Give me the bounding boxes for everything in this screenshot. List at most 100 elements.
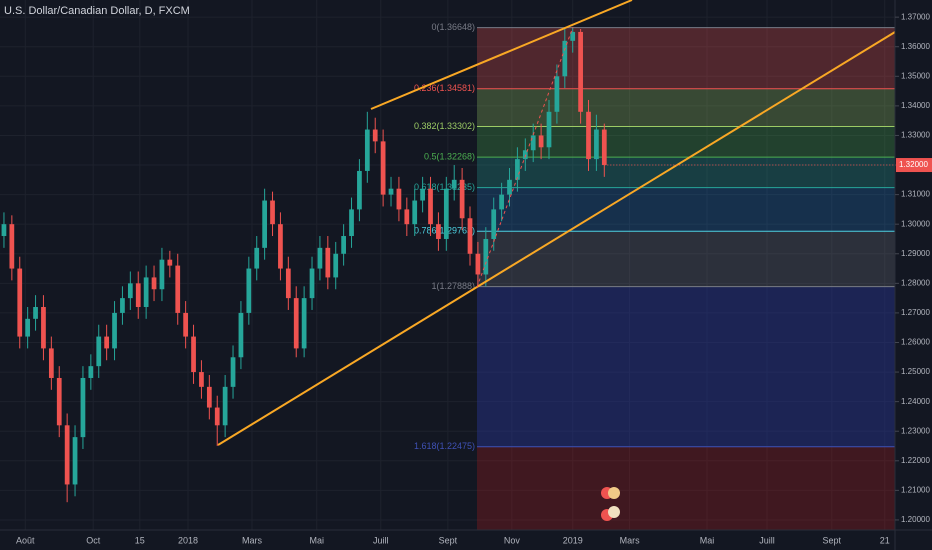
time-axis [0, 530, 895, 550]
candle-body [64, 425, 70, 485]
candle-body [459, 179, 465, 219]
candle-body [309, 268, 315, 299]
candle-body [467, 218, 473, 254]
candle-body [151, 277, 157, 290]
candle-body [546, 111, 552, 148]
candle-body [183, 312, 189, 337]
candle-body [380, 141, 386, 195]
candle-body [364, 129, 370, 171]
y-tick-label: 1.33000 [901, 131, 930, 140]
x-tick-label: 2019 [563, 535, 583, 545]
y-tick-label: 1.36000 [901, 42, 930, 51]
candle-body [538, 135, 544, 148]
candle-body [483, 238, 489, 275]
candle-body [396, 188, 402, 210]
event-icon [608, 487, 620, 499]
candle-body [412, 200, 418, 225]
candle-body [428, 188, 433, 225]
candle-body [270, 200, 275, 225]
x-tick-label: Juill [373, 535, 389, 545]
candle-body [254, 247, 260, 269]
candle-body [499, 194, 504, 210]
chart-title: U.S. Dollar/Canadian Dollar, D, FXCM [4, 5, 190, 17]
x-tick-label: Sept [439, 535, 458, 545]
x-tick-label: 21 [880, 535, 890, 545]
candle-body [199, 372, 204, 387]
fib-zone [477, 231, 895, 287]
candle-body [357, 170, 362, 210]
x-tick-label: Mai [700, 535, 715, 545]
candle-body [554, 76, 560, 112]
candle-body [530, 135, 536, 151]
candle-body [285, 268, 291, 299]
fib-label: 1.618(1.22475) [414, 441, 475, 451]
candle-body [601, 129, 607, 166]
fib-zone [477, 286, 895, 447]
candle-body [191, 336, 196, 373]
y-tick-label: 1.30000 [901, 219, 930, 228]
candle-body [1, 224, 7, 237]
candle-body [443, 188, 449, 239]
candle-body [72, 437, 78, 485]
event-icon [608, 506, 620, 518]
fib-label: 0.236(1.34581) [414, 83, 475, 93]
candle-body [420, 188, 425, 201]
y-tick-label: 1.29000 [901, 249, 930, 258]
candle-body [317, 247, 323, 269]
x-tick-label: Mars [242, 535, 262, 545]
y-tick-label: 1.21000 [901, 485, 930, 494]
fib-zone [477, 88, 895, 127]
x-tick-label: Oct [86, 535, 101, 545]
x-tick-label: Nov [504, 535, 521, 545]
candle-body [206, 386, 212, 408]
candle-body [388, 188, 394, 195]
y-tick-label: 1.27000 [901, 308, 930, 317]
candle-body [562, 40, 568, 77]
x-tick-label: 15 [135, 535, 145, 545]
candle-body [25, 318, 31, 337]
y-tick-label: 1.23000 [901, 426, 930, 435]
fib-label: 0.618(1.31235) [414, 182, 475, 192]
candle-body [112, 312, 117, 349]
candle-body [278, 224, 283, 269]
candle-body [325, 247, 331, 278]
candle-body [451, 179, 457, 189]
candle-body [594, 129, 599, 160]
x-tick-label: Mars [620, 535, 640, 545]
candle-body [127, 283, 133, 299]
x-tick-label: Mai [310, 535, 325, 545]
last-price-label: 1.32000 [899, 160, 928, 169]
candle-body [515, 159, 520, 180]
y-tick-label: 1.34000 [901, 101, 930, 110]
candle-body [33, 306, 38, 319]
candle-body [491, 209, 497, 239]
y-tick-label: 1.35000 [901, 71, 930, 80]
trend-line [370, 0, 633, 110]
candle-body [246, 268, 252, 313]
x-tick-label: 2018 [178, 535, 198, 545]
fib-zone [477, 27, 895, 89]
candle-body [80, 377, 86, 438]
x-tick-label: Août [16, 535, 35, 545]
y-tick-label: 1.31000 [901, 190, 930, 199]
candle-body [262, 200, 267, 248]
candle-body [143, 277, 149, 307]
x-tick-label: Juill [759, 535, 775, 545]
candle-body [586, 111, 591, 160]
x-tick-label: Sept [823, 535, 842, 545]
grid [0, 0, 895, 530]
y-tick-label: 1.24000 [901, 397, 930, 406]
candle-body [522, 150, 528, 160]
candle-body [88, 366, 94, 378]
candle-body [56, 377, 62, 426]
trend-lines [217, 0, 896, 446]
candle-body [578, 31, 583, 112]
candle-body [238, 312, 244, 358]
y-tick-label: 1.26000 [901, 338, 930, 347]
fib-zone [477, 446, 895, 530]
candle-body [167, 259, 173, 266]
y-tick-label: 1.22000 [901, 456, 930, 465]
candle-body [214, 407, 220, 426]
